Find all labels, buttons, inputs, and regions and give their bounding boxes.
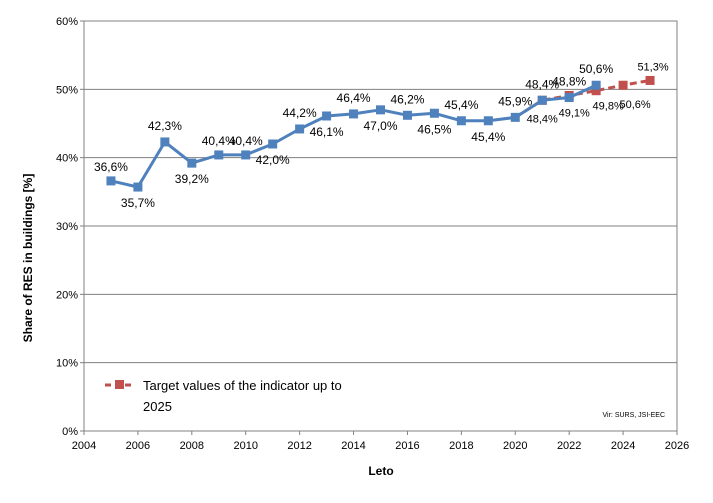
data-label-actual: 47,0% bbox=[363, 119, 397, 133]
x-tick-label: 2006 bbox=[126, 440, 150, 452]
x-tick-label: 2014 bbox=[341, 440, 365, 452]
data-label-actual: 42,0% bbox=[256, 153, 290, 167]
data-label-actual: 46,5% bbox=[417, 122, 451, 136]
data-point-actual bbox=[160, 137, 170, 147]
data-label-actual: 50,6% bbox=[579, 62, 613, 76]
x-axis-title: Leto bbox=[368, 464, 393, 478]
data-label-actual: 36,6% bbox=[94, 160, 128, 174]
data-label-actual: 46,1% bbox=[310, 125, 344, 139]
y-tick-label: 30% bbox=[56, 221, 78, 233]
gridlines bbox=[80, 20, 678, 435]
data-point-target bbox=[591, 86, 601, 96]
data-point-actual bbox=[322, 111, 332, 121]
data-label-actual: 39,2% bbox=[175, 172, 209, 186]
x-tick-label: 2008 bbox=[180, 440, 204, 452]
data-label-actual: 45,4% bbox=[471, 130, 505, 144]
x-tick-label: 2012 bbox=[287, 440, 311, 452]
data-point-actual bbox=[483, 116, 493, 126]
x-tick-label: 2020 bbox=[503, 440, 527, 452]
data-label-actual: 42,3% bbox=[148, 119, 182, 133]
data-point-actual bbox=[295, 124, 305, 134]
data-point-actual bbox=[106, 176, 116, 186]
data-label-actual: 40,4% bbox=[202, 134, 236, 148]
data-point-actual bbox=[510, 112, 520, 122]
data-point-actual bbox=[376, 105, 385, 115]
x-tick-label: 2016 bbox=[395, 440, 419, 452]
data-label-actual: 45,4% bbox=[444, 98, 478, 112]
data-label-target: 49,1% bbox=[559, 107, 590, 119]
x-tick-label: 2026 bbox=[665, 440, 689, 452]
y-tick-label: 50% bbox=[56, 84, 78, 96]
data-label-actual: 40,4% bbox=[229, 134, 263, 148]
y-tick-label: 60% bbox=[56, 16, 78, 28]
data-label-actual: 48,4% bbox=[525, 77, 559, 91]
source-note: Vir: SURS, JSI-EEC bbox=[603, 412, 666, 419]
data-point-actual bbox=[402, 110, 412, 120]
data-point-actual bbox=[591, 80, 601, 90]
data-label-target: 49,8% bbox=[593, 101, 624, 113]
data-point-target bbox=[645, 75, 655, 85]
data-label-target: 51,3% bbox=[637, 61, 668, 73]
data-point-actual bbox=[429, 108, 439, 118]
data-point-actual bbox=[187, 158, 197, 168]
x-tick-label: 2004 bbox=[72, 440, 96, 452]
data-label-actual: 35,7% bbox=[121, 196, 155, 210]
data-label-target: 48,4% bbox=[527, 113, 558, 125]
y-tick-label: 0% bbox=[62, 426, 78, 438]
x-tick-label: 2018 bbox=[449, 440, 473, 452]
data-point-target bbox=[618, 80, 628, 90]
data-point-actual bbox=[241, 150, 251, 160]
data-point-actual bbox=[133, 182, 143, 192]
data-point-actual bbox=[349, 109, 359, 119]
y-tick-label: 40% bbox=[56, 153, 78, 165]
y-tick-label: 10% bbox=[56, 358, 78, 370]
legend-text-line2: 2025 bbox=[143, 399, 172, 414]
legend-text-line1: Target values of the indicator up to bbox=[143, 378, 342, 393]
y-tick-labels: 0% 10% 20% 30% 40% 50% 60% bbox=[56, 16, 78, 438]
data-label-target: 50,6% bbox=[619, 99, 650, 111]
data-label-actual: 45,9% bbox=[498, 94, 532, 108]
legend: Target values of the indicator up to 202… bbox=[105, 378, 342, 414]
x-tick-label: 2024 bbox=[611, 440, 635, 452]
data-point-actual bbox=[214, 150, 224, 160]
x-tick-labels: 2004 2006 2008 2010 2012 2014 2016 2018 2020 2022… bbox=[72, 440, 689, 452]
y-axis-title: Share of RES in buildings [%] bbox=[21, 174, 35, 343]
data-labels: 36,6% 35,7% 42,3% 39,2% 40,4%40,4% 42,0% 44,2%… bbox=[94, 61, 669, 210]
legend-marker bbox=[115, 380, 124, 389]
data-point-actual bbox=[268, 139, 278, 149]
data-point-actual bbox=[537, 95, 547, 105]
data-point-actual bbox=[456, 116, 466, 126]
data-label-actual: 48,8% bbox=[552, 75, 586, 89]
x-tick-label: 2022 bbox=[557, 440, 581, 452]
x-tick-label: 2010 bbox=[233, 440, 257, 452]
data-label-actual: 46,2% bbox=[390, 92, 424, 106]
series-layer bbox=[106, 75, 655, 192]
data-label-actual: 46,4% bbox=[337, 91, 371, 105]
data-label-actual: 44,2% bbox=[283, 106, 317, 120]
y-tick-label: 20% bbox=[56, 289, 78, 301]
data-point-actual bbox=[564, 93, 574, 103]
